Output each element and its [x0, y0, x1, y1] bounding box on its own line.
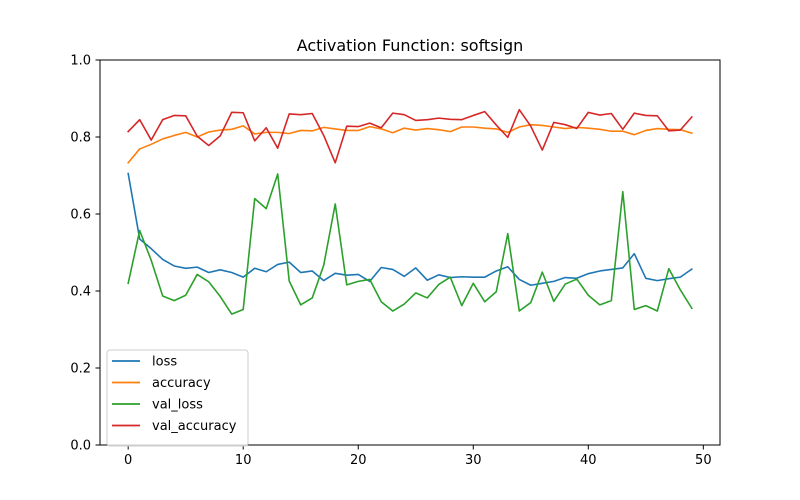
legend-box — [106, 349, 249, 447]
y-tick-label: 0.0 — [70, 439, 91, 454]
legend: loss accuracy val_loss val_accuracy — [106, 349, 249, 447]
x-tick-label: 50 — [695, 453, 712, 468]
y-tick-label: 0.8 — [70, 131, 91, 146]
legend-label-val-accuracy: val_accuracy — [152, 419, 237, 434]
axes-layer: 0 10 20 30 40 50 0.0 0.2 0.4 0.6 0.8 1.0 — [70, 54, 721, 468]
y-tick-label: 1.0 — [70, 54, 91, 69]
chart-title: Activation Function: softsign — [297, 36, 524, 55]
series-line-val-loss — [127, 173, 693, 315]
x-tick-label: 0 — [124, 453, 132, 468]
series-line-loss — [127, 172, 693, 287]
series-line-accuracy — [127, 123, 693, 164]
y-tick-label: 0.4 — [70, 285, 91, 300]
series-layer — [127, 108, 693, 315]
series-line-val-accuracy — [127, 108, 693, 164]
x-tick-label: 40 — [580, 453, 597, 468]
x-tick-label: 30 — [465, 453, 482, 468]
axes-frame — [99, 59, 721, 446]
legend-label-val-loss: val_loss — [152, 398, 203, 413]
y-tick-label: 0.6 — [70, 208, 91, 223]
y-tick-label: 0.2 — [70, 362, 91, 377]
legend-label-accuracy: accuracy — [152, 376, 211, 391]
x-tick-label: 10 — [235, 453, 252, 468]
x-tick-label: 20 — [350, 453, 367, 468]
legend-label-loss: loss — [152, 355, 177, 370]
